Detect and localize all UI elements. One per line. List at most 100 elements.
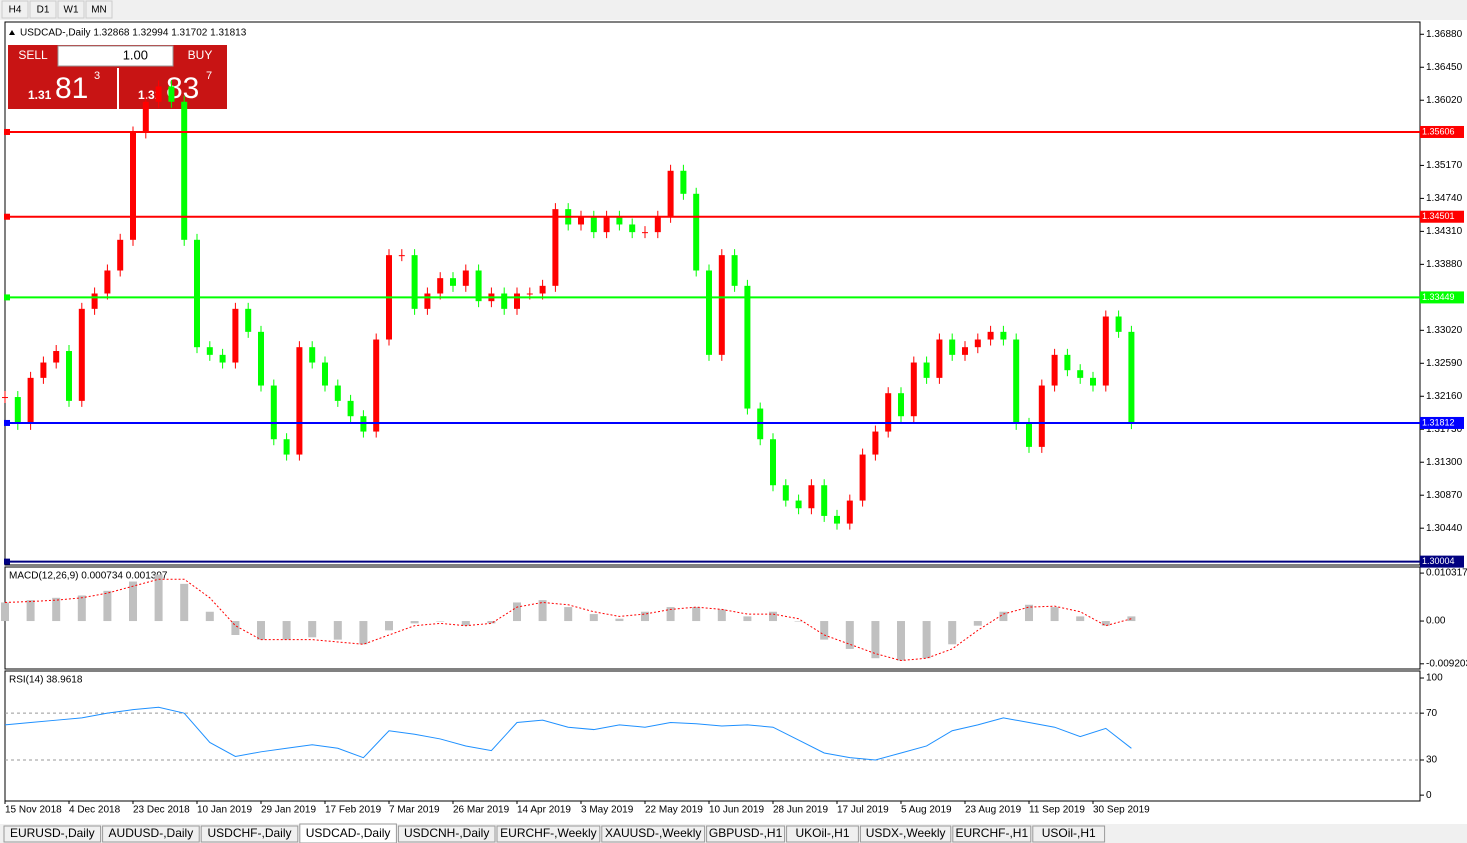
y-tick-label: 0.010317 [1426,568,1467,579]
tab-label[interactable]: USDCNH-,Daily [404,826,489,840]
buy-button[interactable]: BUY [188,48,213,62]
macd-bar [487,621,496,624]
x-tick-label: 28 Jun 2019 [773,805,828,816]
y-tick-label: 1.34740 [1426,193,1463,204]
sell-button[interactable]: SELL [18,48,48,62]
candle [590,216,597,233]
tab[interactable] [496,825,601,843]
level-label: 1.30004 [1422,556,1455,566]
level-label-bg [1420,555,1464,568]
tab[interactable] [1032,825,1106,843]
tab-label[interactable]: GBPUSD-,H1 [709,826,783,840]
lots-box[interactable] [57,45,174,67]
timeframe-button[interactable] [85,0,113,19]
macd-bar [948,621,957,645]
tab-label[interactable]: USDCHF-,Daily [208,826,292,840]
rsi-line [4,706,1132,761]
tab[interactable] [601,825,706,843]
bid-pips: 81 [55,72,88,105]
x-tick-label: 17 Jul 2019 [837,805,889,816]
candle [27,377,34,424]
tab-label[interactable]: EURCHF-,H1 [955,826,1028,840]
tab[interactable] [299,823,397,843]
candle [949,339,956,355]
timeframe-label[interactable]: MN [91,5,107,16]
macd-title: MACD(12,26,9) 0.000734 0.001397 [9,571,168,582]
timeframe-label[interactable]: D1 [37,5,50,16]
tab[interactable] [706,825,786,843]
macd-bar [26,600,35,622]
timeframe-button[interactable] [1,0,29,19]
price-panel [4,21,1421,566]
tab-label[interactable]: UKOil-,H1 [795,826,849,840]
tab[interactable] [102,825,200,843]
candle [117,239,124,271]
tab[interactable] [859,825,952,843]
macd-bar [666,607,675,622]
macd-bar [641,611,649,622]
macd-bar [308,621,317,638]
y-tick-label: 0.00 [1426,616,1446,627]
candle [258,331,264,386]
x-tick-label: 23 Aug 2019 [965,805,1022,816]
macd-signal [4,578,1132,662]
macd-bar [129,581,137,622]
macd-bar [1,602,9,622]
tab[interactable] [786,825,859,843]
tab-label[interactable]: USOil-,H1 [1042,826,1096,840]
candle [642,232,648,234]
macd-bar [410,621,419,624]
y-tick-label: 1.32160 [1426,391,1463,402]
candle [629,224,636,233]
collapse-icon[interactable] [9,30,15,35]
macd-bar [820,621,829,640]
tab[interactable] [952,825,1032,843]
candle [1064,354,1071,371]
macd-bar [871,621,880,659]
y-tick-label: 1.35170 [1426,160,1463,171]
candle [1090,377,1096,386]
x-tick-label: 3 May 2019 [581,805,634,816]
candle [1013,339,1020,424]
candle [808,485,815,509]
candle [66,351,72,401]
x-tick-label: 14 Apr 2019 [517,805,571,816]
macd-bar [154,574,163,622]
candle [1128,331,1135,424]
candle [53,351,60,363]
macd-bar [436,621,445,622]
x-tick-label: 26 Mar 2019 [453,805,510,816]
candle [1000,331,1007,340]
timeframe-label[interactable]: H4 [9,5,22,16]
macd-bar [1076,616,1085,622]
tab-label[interactable]: USDCAD-,Daily [306,826,391,840]
y-tick-label: 1.31300 [1426,457,1463,468]
y-tick-label: 1.36450 [1426,62,1463,73]
x-tick-label: 30 Sep 2019 [1093,805,1150,816]
macd-bar [615,618,624,622]
candle [706,270,712,355]
tab[interactable] [397,825,496,843]
macd-bar [180,583,189,622]
level-marker [4,294,10,301]
candle [411,255,418,309]
timeframe-label[interactable]: W1 [64,5,79,16]
x-tick-label: 10 Jun 2019 [709,805,764,816]
tab-label[interactable]: USDX-,Weekly [866,826,946,840]
candle [539,285,546,294]
candle [181,101,188,240]
tab-label[interactable]: AUDUSD-,Daily [109,826,194,840]
lots-value[interactable]: 1.00 [123,47,148,62]
tab-label[interactable]: XAUUSD-,Weekly [605,826,701,840]
y-tick-label: 1.36020 [1426,95,1463,106]
tab[interactable] [3,825,102,843]
tab-label[interactable]: EURUSD-,Daily [10,826,95,840]
timeframe-button[interactable] [29,0,57,19]
candle [219,354,226,363]
macd-bar [282,621,291,640]
candle [1115,316,1122,332]
tab[interactable] [200,825,299,843]
y-tick-label: 1.33020 [1426,325,1463,336]
tab-label[interactable]: EURCHF-,Weekly [500,826,596,840]
timeframe-button[interactable] [57,0,85,19]
